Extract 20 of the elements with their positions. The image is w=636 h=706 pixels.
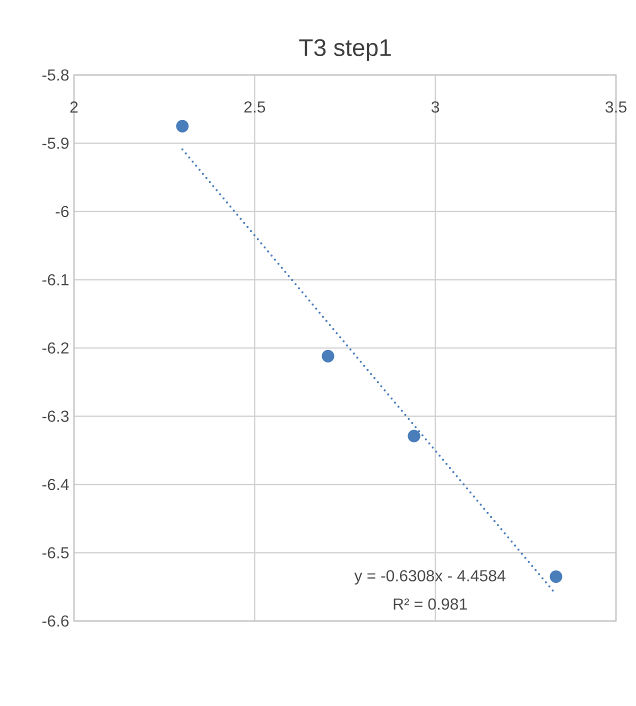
y-tick-label: -6.5 <box>42 547 69 558</box>
annotation: y = -0.6308x - 4.4584 <box>354 570 506 585</box>
chart-title: T3 step1 <box>299 39 391 61</box>
point <box>322 350 334 362</box>
point <box>408 430 420 442</box>
annotation: R² = 0.981 <box>394 598 467 610</box>
y-tick-label: -6.4 <box>42 478 69 490</box>
point <box>550 570 562 583</box>
y-tick-label: -5.8 <box>42 69 69 81</box>
x-tick-label: 3.5 <box>605 101 626 113</box>
x-tick-label: 2.5 <box>244 101 266 113</box>
y-tick-label: -6.2 <box>42 342 68 354</box>
y-tick-label: -6 <box>56 206 69 218</box>
point <box>176 120 189 132</box>
x-tick-label: 3 <box>431 101 440 113</box>
y-tick-label: -6.6 <box>42 615 69 627</box>
y-tick-label: -6.1 <box>42 274 69 286</box>
x-tick-label: 2 <box>70 101 78 113</box>
y-tick-label: -5.9 <box>42 138 69 149</box>
y-tick-label: -6.3 <box>42 410 69 422</box>
